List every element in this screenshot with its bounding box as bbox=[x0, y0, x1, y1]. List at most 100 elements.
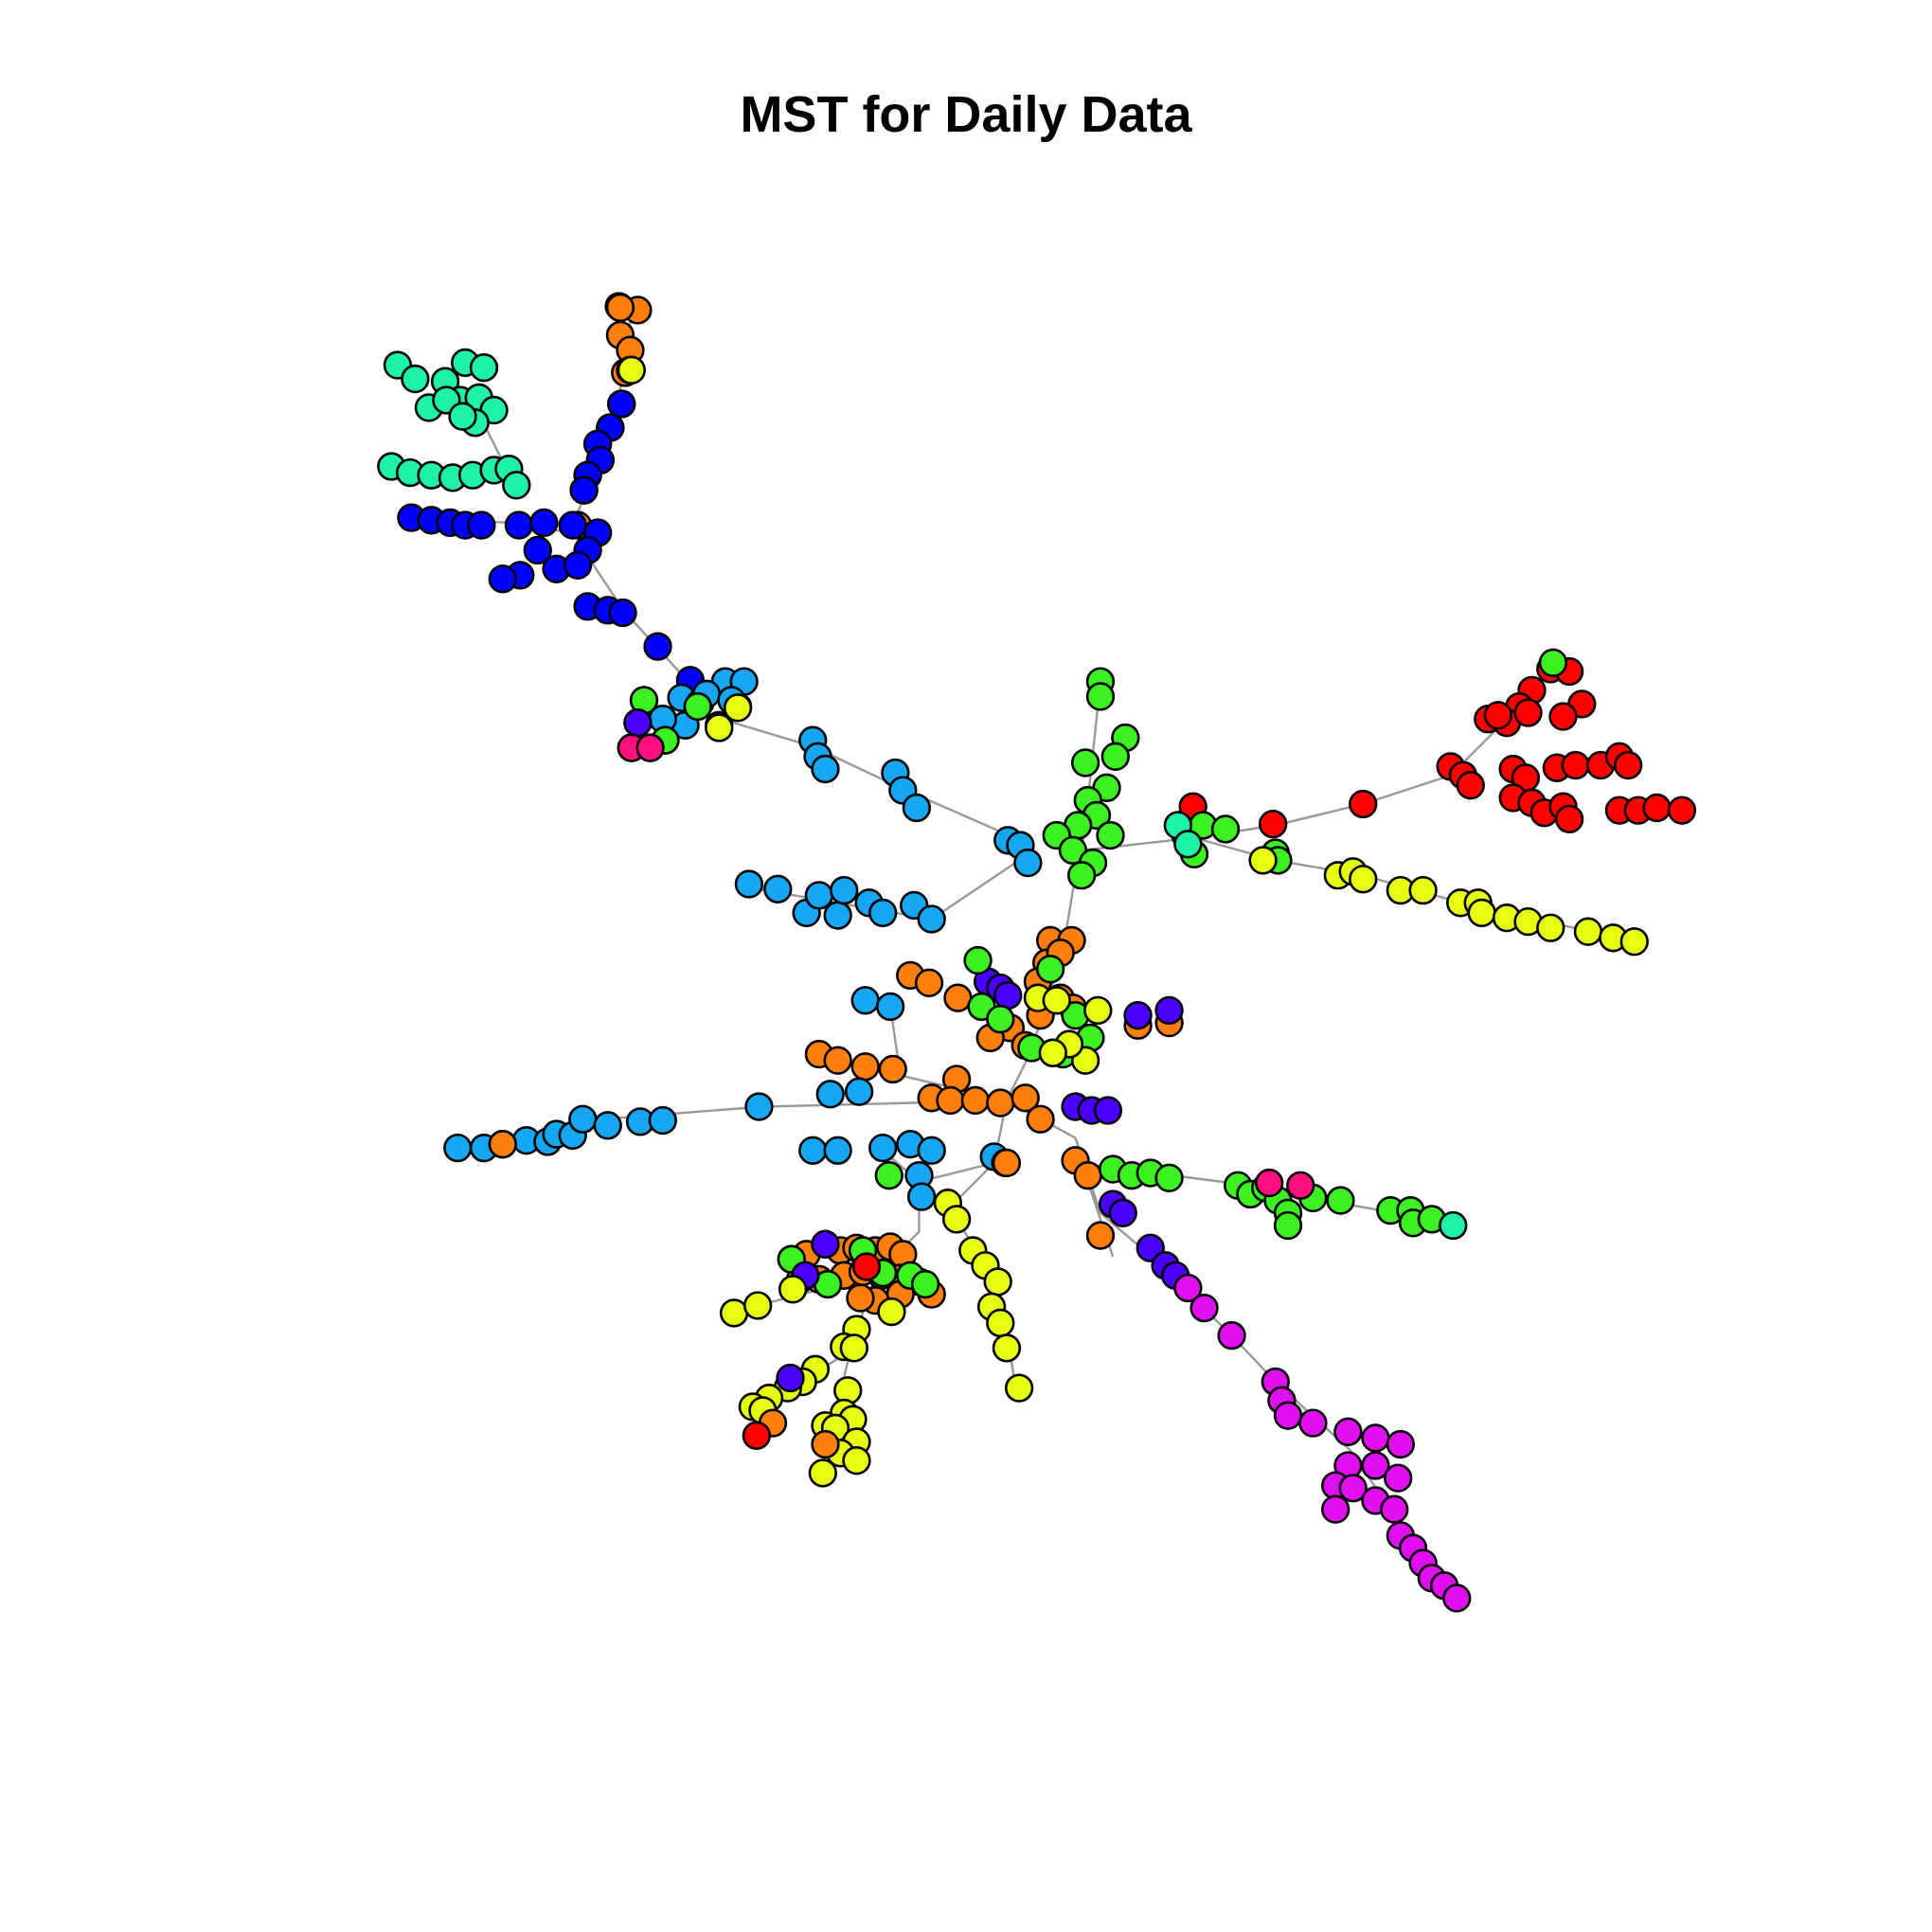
mst-node bbox=[992, 1333, 1022, 1363]
mst-edge bbox=[931, 859, 1020, 921]
mst-node bbox=[1548, 702, 1578, 731]
mst-node bbox=[1561, 750, 1590, 780]
chart-title: MST for Daily Data bbox=[740, 86, 1192, 143]
mst-node bbox=[798, 1136, 828, 1165]
mst-edge bbox=[1362, 774, 1452, 806]
mst-node bbox=[868, 898, 898, 928]
mst-node bbox=[1085, 1221, 1116, 1250]
mst-node bbox=[443, 1133, 473, 1163]
mst-node bbox=[1467, 898, 1496, 928]
mst-node bbox=[1026, 1104, 1055, 1134]
mst-node bbox=[1554, 804, 1584, 834]
mst-node bbox=[823, 1046, 852, 1075]
mst-node bbox=[874, 1161, 903, 1190]
mst-node bbox=[1108, 1198, 1137, 1227]
mst-node bbox=[593, 1111, 622, 1140]
mst-node bbox=[1333, 1417, 1363, 1447]
mst-node bbox=[1338, 1474, 1368, 1503]
mst-node bbox=[1096, 820, 1125, 850]
mst-node bbox=[993, 980, 1023, 1011]
mst-node bbox=[1258, 809, 1288, 839]
mst-node bbox=[778, 1275, 808, 1304]
mst-node bbox=[1173, 1273, 1203, 1303]
mst-node bbox=[1173, 830, 1203, 859]
mst-node bbox=[488, 564, 517, 594]
mst-node bbox=[1070, 748, 1100, 778]
mst-node bbox=[823, 1136, 852, 1165]
node-layer bbox=[377, 292, 1697, 1613]
mst-node bbox=[1619, 927, 1649, 957]
mst-node bbox=[723, 693, 753, 723]
mst-node bbox=[467, 510, 496, 540]
mst-node bbox=[1361, 1451, 1390, 1480]
mst-node bbox=[1326, 1186, 1355, 1215]
mst-node bbox=[719, 1298, 749, 1328]
mst-edge bbox=[1275, 802, 1364, 827]
mst-node bbox=[811, 1429, 840, 1459]
mst-node bbox=[992, 1148, 1022, 1178]
mst-node bbox=[936, 1085, 965, 1116]
mst-node bbox=[1073, 1161, 1102, 1190]
mst-node bbox=[941, 1205, 972, 1234]
mst-node bbox=[1286, 1171, 1315, 1200]
mst-node bbox=[705, 713, 734, 742]
mst-node bbox=[902, 793, 932, 823]
mst-node bbox=[839, 1333, 868, 1363]
mst-node bbox=[1483, 701, 1512, 730]
mst-node bbox=[742, 1291, 773, 1320]
mst-node bbox=[1273, 1210, 1303, 1241]
mst-node bbox=[1613, 750, 1643, 780]
mst-node bbox=[1442, 1583, 1472, 1613]
mst-node bbox=[851, 1252, 882, 1281]
mst-node bbox=[914, 968, 944, 997]
mst-node bbox=[1083, 995, 1113, 1026]
mst-node bbox=[1042, 986, 1071, 1015]
mst-node bbox=[804, 881, 834, 910]
mst-node bbox=[823, 901, 852, 930]
mst-node bbox=[877, 1297, 906, 1327]
mst-node bbox=[1255, 1168, 1284, 1198]
mst-node bbox=[734, 869, 764, 899]
mst-node bbox=[917, 904, 946, 934]
mst-node bbox=[1190, 1293, 1219, 1323]
mst-node bbox=[1013, 848, 1043, 878]
mst-node bbox=[917, 1136, 946, 1165]
mst-node bbox=[1248, 846, 1278, 875]
mst-node bbox=[1154, 1163, 1184, 1192]
mst-node bbox=[744, 1092, 774, 1121]
mst-node bbox=[488, 1129, 517, 1159]
mst-node bbox=[1349, 789, 1378, 819]
mst-node bbox=[1085, 682, 1116, 711]
mst-node bbox=[448, 402, 477, 431]
mst-node bbox=[844, 1077, 874, 1106]
mst-node bbox=[1573, 917, 1603, 946]
mst-node bbox=[502, 471, 531, 500]
mst-edge bbox=[599, 1105, 763, 1120]
mst-node bbox=[1538, 648, 1568, 677]
mst-node bbox=[878, 1054, 907, 1084]
mst-node bbox=[983, 1267, 1012, 1297]
mst-node bbox=[1439, 1210, 1468, 1241]
mst-node bbox=[1456, 771, 1485, 800]
mst-node bbox=[742, 1421, 771, 1450]
mst-node bbox=[986, 1308, 1015, 1338]
mst-node bbox=[623, 708, 653, 738]
mst-node bbox=[1011, 1083, 1040, 1113]
mst-node bbox=[960, 1085, 991, 1116]
mst-node bbox=[529, 508, 559, 538]
mst-node bbox=[1298, 1408, 1328, 1438]
mst-node bbox=[608, 598, 637, 628]
mst-node bbox=[607, 389, 636, 419]
mst-node bbox=[401, 364, 430, 394]
mst-node bbox=[868, 1133, 898, 1163]
mst-node bbox=[1038, 1038, 1067, 1067]
mst-node bbox=[523, 535, 552, 565]
mst-node bbox=[1093, 1096, 1123, 1125]
mst-node bbox=[850, 1052, 880, 1082]
mst-node bbox=[1349, 865, 1378, 894]
mst-node bbox=[683, 691, 712, 722]
mst-node bbox=[1035, 955, 1065, 984]
mst-node bbox=[469, 353, 499, 383]
mst-node bbox=[811, 754, 840, 784]
mst-node bbox=[1667, 796, 1697, 825]
